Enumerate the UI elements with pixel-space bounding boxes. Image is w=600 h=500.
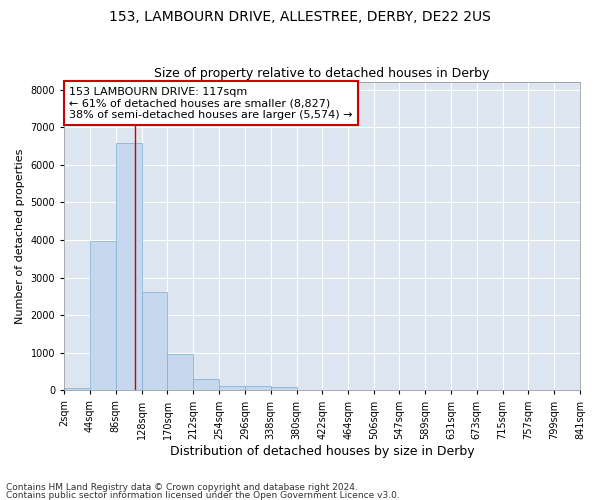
Bar — [116, 142, 142, 390]
Text: Contains HM Land Registry data © Crown copyright and database right 2024.: Contains HM Land Registry data © Crown c… — [6, 484, 358, 492]
X-axis label: Distribution of detached houses by size in Derby: Distribution of detached houses by size … — [170, 444, 475, 458]
Bar — [219, 386, 245, 390]
Bar — [167, 354, 193, 390]
Bar — [64, 388, 90, 390]
Title: Size of property relative to detached houses in Derby: Size of property relative to detached ho… — [154, 66, 490, 80]
Text: 153 LAMBOURN DRIVE: 117sqm
← 61% of detached houses are smaller (8,827)
38% of s: 153 LAMBOURN DRIVE: 117sqm ← 61% of deta… — [70, 86, 353, 120]
Text: Contains public sector information licensed under the Open Government Licence v3: Contains public sector information licen… — [6, 490, 400, 500]
Y-axis label: Number of detached properties: Number of detached properties — [15, 148, 25, 324]
Bar — [90, 240, 116, 390]
Text: 153, LAMBOURN DRIVE, ALLESTREE, DERBY, DE22 2US: 153, LAMBOURN DRIVE, ALLESTREE, DERBY, D… — [109, 10, 491, 24]
Bar — [271, 387, 296, 390]
Bar — [245, 386, 271, 390]
Bar — [193, 379, 219, 390]
Bar — [142, 292, 167, 390]
